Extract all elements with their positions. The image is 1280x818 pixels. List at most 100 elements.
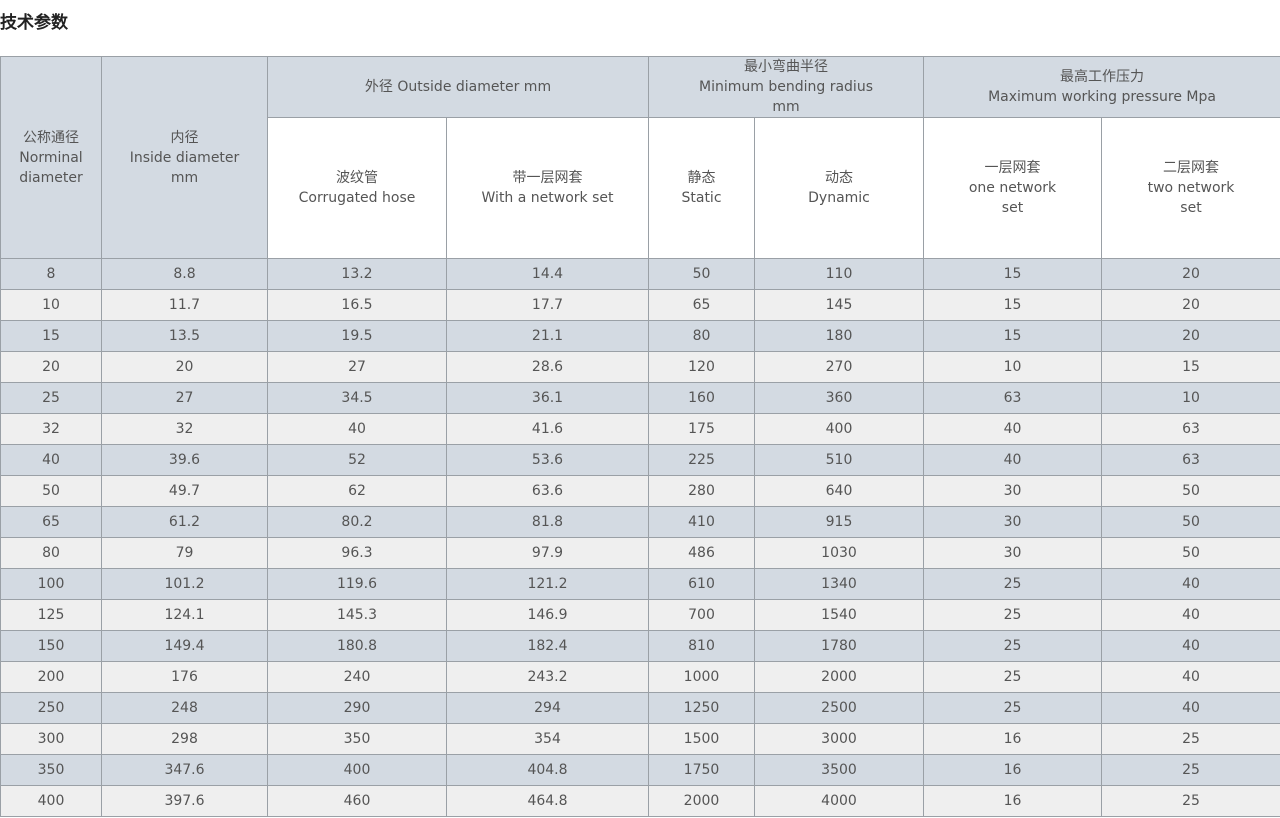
data-cell: 176 bbox=[101, 661, 268, 693]
subheader-row: 波纹管 Corrugated hose 带一层网套 With a network se… bbox=[1, 117, 1280, 259]
data-cell: 40 bbox=[923, 413, 1102, 445]
header-line: Inside diameter bbox=[129, 149, 240, 166]
data-cell: 124.1 bbox=[101, 599, 268, 631]
data-cell: 1540 bbox=[754, 599, 924, 631]
data-row: 250 248 290 294 1250 2500 25 40 bbox=[0, 692, 1280, 724]
data-cell: 15 bbox=[923, 320, 1102, 352]
data-cell: 1000 bbox=[648, 661, 755, 693]
data-cell: 30 bbox=[923, 537, 1102, 569]
data-cell: 40 bbox=[1100, 568, 1280, 600]
data-row: 10 11.7 16.5 17.7 65 145 15 20 bbox=[0, 289, 1280, 321]
data-cell: 63 bbox=[923, 382, 1102, 414]
header-line: Corrugated hose bbox=[298, 190, 416, 206]
data-cell: 65 bbox=[648, 289, 755, 321]
data-row: 125 124.1 145.3 146.9 700 1540 25 40 bbox=[0, 599, 1280, 631]
data-cell: 96.3 bbox=[267, 537, 447, 569]
data-cell: 1030 bbox=[754, 537, 924, 569]
header-cell: 带一层网套 With a network set bbox=[446, 117, 649, 259]
data-cell: 248 bbox=[101, 692, 268, 724]
data-cell: 11.7 bbox=[101, 289, 268, 321]
data-cell: 915 bbox=[754, 506, 924, 538]
data-cell: 360 bbox=[754, 382, 924, 414]
data-cell: 119.6 bbox=[267, 568, 447, 600]
header-line: 波纹管 bbox=[336, 170, 378, 186]
header-line: 外径 Outside diameter mm bbox=[364, 79, 552, 95]
data-row: 65 61.2 80.2 81.8 410 915 30 50 bbox=[0, 506, 1280, 538]
data-cell: 27 bbox=[101, 382, 268, 414]
data-cell: 40 bbox=[1100, 692, 1280, 724]
data-row: 20 20 27 28.6 120 270 10 15 bbox=[0, 351, 1280, 383]
data-cell: 404.8 bbox=[446, 754, 649, 786]
data-cell: 25 bbox=[1100, 754, 1280, 786]
data-cell: 350 bbox=[0, 754, 102, 786]
data-cell: 354 bbox=[446, 723, 649, 755]
header-line: diameter bbox=[19, 169, 83, 186]
data-cell: 350 bbox=[267, 723, 447, 755]
data-row: 100 101.2 119.6 121.2 610 1340 25 40 bbox=[0, 568, 1280, 600]
data-cell: 16.5 bbox=[267, 289, 447, 321]
header-line: two network bbox=[1147, 180, 1235, 196]
data-cell: 2500 bbox=[754, 692, 924, 724]
data-cell: 243.2 bbox=[446, 661, 649, 693]
data-cell: 15 bbox=[923, 258, 1102, 290]
data-cell: 149.4 bbox=[101, 630, 268, 662]
data-row: 200 176 240 243.2 1000 2000 25 40 bbox=[0, 661, 1280, 693]
data-cell: 63 bbox=[1100, 413, 1280, 445]
data-row: 350 347.6 400 404.8 1750 3500 16 25 bbox=[0, 754, 1280, 786]
data-cell: 121.2 bbox=[446, 568, 649, 600]
data-cell: 63.6 bbox=[446, 475, 649, 507]
data-cell: 640 bbox=[754, 475, 924, 507]
header-line: 最小弯曲半径 bbox=[744, 59, 828, 75]
data-cell: 80 bbox=[648, 320, 755, 352]
data-cell: 19.5 bbox=[267, 320, 447, 352]
data-cell: 400 bbox=[0, 785, 102, 817]
data-row: 300 298 350 354 1500 3000 16 25 bbox=[0, 723, 1280, 755]
header-cell: 静态 Static bbox=[648, 117, 755, 259]
data-cell: 25 bbox=[923, 661, 1102, 693]
header-line: 最高工作压力 bbox=[1060, 69, 1144, 85]
data-cell: 16 bbox=[923, 754, 1102, 786]
data-cell: 1340 bbox=[754, 568, 924, 600]
data-cell: 20 bbox=[1100, 258, 1280, 290]
data-cell: 240 bbox=[267, 661, 447, 693]
data-cell: 25 bbox=[923, 568, 1102, 600]
data-cell: 1500 bbox=[648, 723, 755, 755]
data-row: 15 13.5 19.5 21.1 80 180 15 20 bbox=[0, 320, 1280, 352]
data-cell: 32 bbox=[0, 413, 102, 445]
data-cell: 30 bbox=[923, 506, 1102, 538]
header-line: 公称通径 bbox=[23, 129, 79, 146]
header-line: Maximum working pressure Mpa bbox=[988, 89, 1216, 105]
data-cell: 10 bbox=[1100, 382, 1280, 414]
data-cell: 17.7 bbox=[446, 289, 649, 321]
data-cell: 40 bbox=[1100, 630, 1280, 662]
data-cell: 34.5 bbox=[267, 382, 447, 414]
header-cell: 波纹管 Corrugated hose bbox=[267, 117, 447, 259]
data-row: 8 8.8 13.2 14.4 50 110 15 20 bbox=[0, 258, 1280, 290]
data-cell: 3500 bbox=[754, 754, 924, 786]
data-cell: 110 bbox=[754, 258, 924, 290]
data-cell: 294 bbox=[446, 692, 649, 724]
data-cell: 28.6 bbox=[446, 351, 649, 383]
data-cell: 13.5 bbox=[101, 320, 268, 352]
data-cell: 700 bbox=[648, 599, 755, 631]
data-cell: 510 bbox=[754, 444, 924, 476]
header-cell: 外径 Outside diameter mm bbox=[267, 56, 649, 118]
data-cell: 15 bbox=[923, 289, 1102, 321]
header-line: 静态 bbox=[687, 170, 716, 186]
data-cell: 610 bbox=[648, 568, 755, 600]
data-cell: 52 bbox=[267, 444, 447, 476]
header-line: Minimum bending radius bbox=[699, 79, 873, 95]
data-cell: 8 bbox=[0, 258, 102, 290]
data-cell: 21.1 bbox=[446, 320, 649, 352]
header-line: one network bbox=[968, 180, 1057, 196]
data-cell: 53.6 bbox=[446, 444, 649, 476]
spec-table: 公称通径 Norminal diameter 内径 Inside diameter mm 外… bbox=[0, 56, 1280, 817]
data-cell: 32 bbox=[101, 413, 268, 445]
data-row: 32 32 40 41.6 175 400 40 63 bbox=[0, 413, 1280, 445]
data-cell: 810 bbox=[648, 630, 755, 662]
data-cell: 347.6 bbox=[101, 754, 268, 786]
data-cell: 97.9 bbox=[446, 537, 649, 569]
header-line: Norminal bbox=[19, 149, 83, 166]
header-line: mm bbox=[170, 169, 199, 186]
data-cell: 290 bbox=[267, 692, 447, 724]
